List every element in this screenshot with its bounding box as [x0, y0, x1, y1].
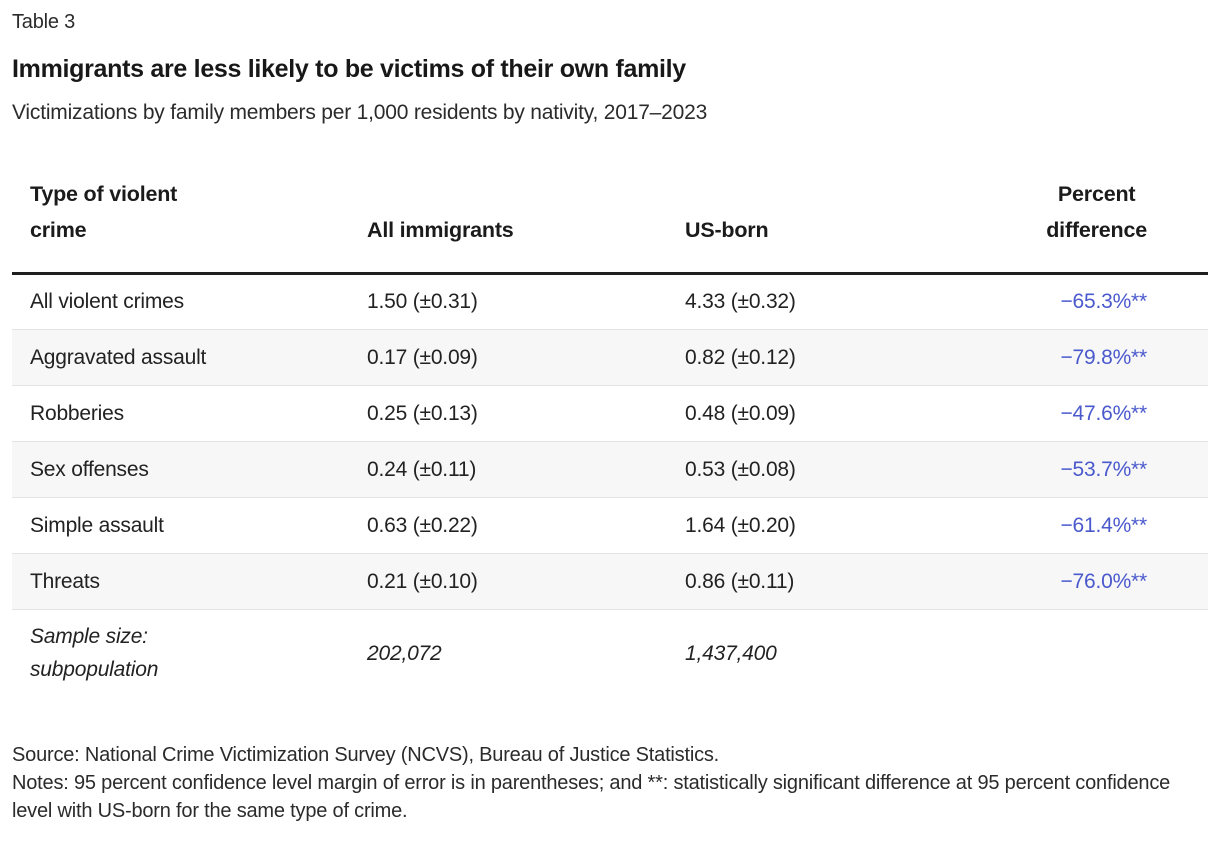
- column-header-crime-line1: Type of violent: [30, 182, 178, 206]
- cell-us-born: 0.53 (±0.08): [685, 457, 796, 481]
- notes-text: Notes: 95 percent confidence level margi…: [12, 772, 1171, 822]
- column-header-crime-line2: crime: [30, 218, 87, 242]
- cell-percent-difference: −79.8%**: [1060, 345, 1147, 369]
- cell-crime: Aggravated assault: [30, 345, 207, 369]
- cell-all-immigrants: 0.17 (±0.09): [367, 345, 478, 369]
- cell-all-immigrants: 0.63 (±0.22): [367, 513, 478, 537]
- cell-all-immigrants: 1.50 (±0.31): [367, 290, 478, 313]
- source-note: Source: National Crime Victimization Sur…: [12, 744, 720, 766]
- cell-crime: Robberies: [30, 401, 124, 425]
- sample-size-row: Sample size: subpopulation 202,072 1,437…: [12, 609, 1208, 700]
- figure-footnotes: Source: National Crime Victimization Sur…: [12, 741, 1208, 825]
- cell-percent-difference: −53.7%**: [1060, 457, 1147, 481]
- cell-crime: All violent crimes: [30, 290, 184, 313]
- figure-subtitle: Victimizations by family members per 1,0…: [12, 101, 708, 124]
- table-row: Threats 0.21 (±0.10) 0.86 (±0.11) −76.0%…: [12, 553, 1208, 610]
- table-row: Robberies 0.25 (±0.13) 0.48 (±0.09) −47.…: [12, 385, 1208, 442]
- cell-all-immigrants: 0.25 (±0.13): [367, 401, 478, 425]
- table-row: All violent crimes 1.50 (±0.31) 4.33 (±0…: [12, 274, 1208, 330]
- table-row: Aggravated assault 0.17 (±0.09) 0.82 (±0…: [12, 329, 1208, 386]
- sample-size-us-born: 1,437,400: [685, 641, 777, 665]
- figure-title: Immigrants are less likely to be victims…: [12, 55, 686, 83]
- cell-crime: Sex offenses: [30, 457, 149, 481]
- column-header-us-born-label: US-born: [685, 218, 769, 242]
- sample-size-all-immigrants: 202,072: [367, 641, 442, 665]
- table-row: Simple assault 0.63 (±0.22) 1.64 (±0.20)…: [12, 497, 1208, 554]
- column-header-percent-difference: Percent difference: [995, 176, 1208, 274]
- cell-all-immigrants: 0.21 (±0.10): [367, 569, 478, 593]
- cell-us-born: 1.64 (±0.20): [685, 513, 796, 537]
- column-header-us-born: US-born: [667, 176, 995, 274]
- victimization-table: Type of violent crime All immigrants US-…: [12, 176, 1208, 699]
- cell-us-born: 0.82 (±0.12): [685, 345, 796, 369]
- cell-crime: Threats: [30, 569, 100, 593]
- column-header-percent-difference-line2: difference: [1046, 218, 1147, 242]
- cell-us-born: 0.86 (±0.11): [685, 569, 795, 593]
- sample-size-label-line1: Sample size:: [30, 625, 148, 648]
- cell-percent-difference: −61.4%**: [1060, 513, 1147, 537]
- column-header-all-immigrants-label: All immigrants: [367, 218, 514, 242]
- table-header-row: Type of violent crime All immigrants US-…: [12, 176, 1208, 274]
- table-number-label: Table 3: [12, 11, 76, 33]
- cell-us-born: 4.33 (±0.32): [685, 290, 796, 313]
- column-header-all-immigrants: All immigrants: [349, 176, 667, 274]
- sample-size-percent-difference: [995, 610, 1208, 700]
- cell-percent-difference: −65.3%**: [1060, 290, 1147, 313]
- cell-crime: Simple assault: [30, 513, 164, 537]
- cell-us-born: 0.48 (±0.09): [685, 401, 796, 425]
- cell-percent-difference: −47.6%**: [1060, 401, 1147, 425]
- column-header-percent-difference-line1: Percent: [1057, 182, 1136, 206]
- sample-size-label: Sample size: subpopulation: [12, 610, 349, 700]
- cell-all-immigrants: 0.24 (±0.11): [367, 457, 477, 481]
- sample-size-label-line2: subpopulation: [30, 658, 159, 681]
- column-header-percent-difference-block: Percent difference: [1046, 176, 1147, 248]
- column-header-crime: Type of violent crime: [12, 176, 349, 274]
- cell-percent-difference: −76.0%**: [1060, 569, 1147, 593]
- table-row: Sex offenses 0.24 (±0.11) 0.53 (±0.08) −…: [12, 441, 1208, 498]
